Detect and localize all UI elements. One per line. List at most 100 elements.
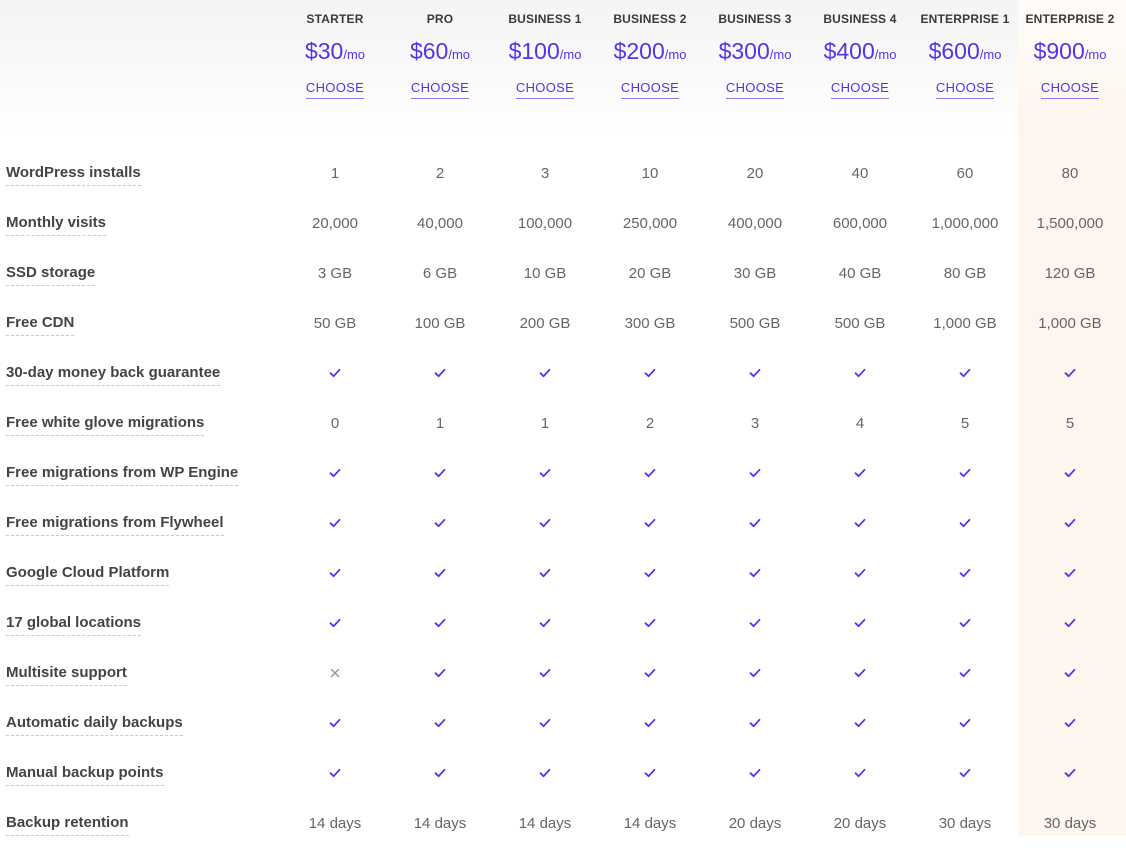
feature-value: 100,000 bbox=[517, 215, 573, 232]
choose-enterprise-1-button[interactable]: CHOOSE bbox=[913, 80, 1018, 99]
check-icon bbox=[388, 716, 493, 736]
choose-button-label[interactable]: CHOOSE bbox=[410, 80, 470, 99]
check-icon bbox=[283, 716, 388, 736]
check-icon bbox=[703, 766, 808, 786]
choose-button-label[interactable]: CHOOSE bbox=[725, 80, 785, 99]
plan-price: $200/mo bbox=[598, 38, 703, 65]
check-icon bbox=[913, 516, 1018, 536]
feature-value: 1 bbox=[330, 165, 340, 182]
feature-label[interactable]: WordPress installs bbox=[6, 164, 141, 186]
choose-button-label[interactable]: CHOOSE bbox=[830, 80, 890, 99]
price-unit: /mo bbox=[874, 47, 897, 62]
feature-label[interactable]: Backup retention bbox=[6, 814, 129, 836]
feature-row-free-white-glove-migrations: Free white glove migrations 0 1 1 2 3 4 5 5 bbox=[0, 407, 1126, 457]
price-unit: /mo bbox=[979, 47, 1002, 62]
feature-value: 1 bbox=[540, 415, 550, 432]
check-icon bbox=[703, 666, 808, 686]
feature-row-free-migrations-from-wp-engine: Free migrations from WP Engine bbox=[0, 457, 1126, 507]
feature-value: 3 GB bbox=[317, 265, 353, 282]
check-icon bbox=[493, 516, 598, 536]
feature-label[interactable]: 30-day money back guarantee bbox=[6, 364, 221, 386]
feature-value: 500 GB bbox=[834, 315, 886, 332]
check-icon bbox=[1018, 366, 1123, 386]
check-icon bbox=[598, 766, 703, 786]
check-icon bbox=[913, 716, 1018, 736]
feature-value: 3 bbox=[540, 165, 550, 182]
feature-label[interactable]: Free CDN bbox=[6, 314, 75, 336]
feature-value: 5 bbox=[960, 415, 970, 432]
feature-label[interactable]: Google Cloud Platform bbox=[6, 564, 170, 586]
choose-button-label[interactable]: CHOOSE bbox=[1040, 80, 1100, 99]
feature-value: 250,000 bbox=[622, 215, 678, 232]
header-background bbox=[0, 0, 1126, 140]
check-icon bbox=[388, 516, 493, 536]
check-icon bbox=[1018, 616, 1123, 636]
feature-value: 2 bbox=[645, 415, 655, 432]
plan-name: ENTERPRISE 2 bbox=[1025, 12, 1115, 26]
feature-label[interactable]: Free migrations from WP Engine bbox=[6, 464, 239, 486]
feature-label[interactable]: Manual backup points bbox=[6, 764, 164, 786]
check-icon bbox=[703, 716, 808, 736]
choose-button-label[interactable]: CHOOSE bbox=[305, 80, 365, 99]
price-amount: $400 bbox=[823, 38, 875, 64]
price-amount: $900 bbox=[1033, 38, 1085, 64]
feature-value: 100 GB bbox=[414, 315, 466, 332]
check-icon bbox=[808, 616, 913, 636]
highlighted-plan-column bbox=[1018, 0, 1126, 836]
choose-business-2-button[interactable]: CHOOSE bbox=[598, 80, 703, 99]
feature-value: 600,000 bbox=[832, 215, 888, 232]
choose-starter-button[interactable]: CHOOSE bbox=[283, 80, 388, 99]
feature-label[interactable]: 17 global locations bbox=[6, 614, 142, 636]
price-unit: /mo bbox=[769, 47, 792, 62]
choose-pro-button[interactable]: CHOOSE bbox=[388, 80, 493, 99]
choose-button-label[interactable]: CHOOSE bbox=[935, 80, 995, 99]
check-icon bbox=[703, 566, 808, 586]
plan-name: BUSINESS 2 bbox=[613, 12, 687, 26]
check-icon bbox=[598, 366, 703, 386]
feature-row-manual-backup-points: Manual backup points bbox=[0, 757, 1126, 807]
check-icon bbox=[1018, 766, 1123, 786]
check-icon bbox=[598, 566, 703, 586]
feature-value: 60 bbox=[956, 165, 974, 182]
feature-label[interactable]: Multisite support bbox=[6, 664, 127, 686]
choose-enterprise-2-button[interactable]: CHOOSE bbox=[1018, 80, 1123, 99]
feature-value: 20,000 bbox=[312, 215, 358, 232]
check-icon bbox=[283, 366, 388, 386]
feature-row-backup-retention: Backup retention 14 days 14 days 14 days 14 … bbox=[0, 807, 1126, 857]
check-icon bbox=[283, 566, 388, 586]
feature-label[interactable]: Monthly visits bbox=[6, 214, 107, 236]
check-icon bbox=[1018, 466, 1123, 486]
feature-value: 2 bbox=[435, 165, 445, 182]
price-amount: $200 bbox=[613, 38, 665, 64]
check-icon bbox=[808, 566, 913, 586]
check-icon bbox=[1018, 716, 1123, 736]
feature-value: 1,000 GB bbox=[933, 315, 997, 332]
plan-price: $100/mo bbox=[493, 38, 598, 65]
feature-row-automatic-daily-backups: Automatic daily backups bbox=[0, 707, 1126, 757]
choose-business-3-button[interactable]: CHOOSE bbox=[703, 80, 808, 99]
feature-label[interactable]: SSD storage bbox=[6, 264, 96, 286]
feature-value: 50 GB bbox=[313, 315, 357, 332]
feature-value: 14 days bbox=[518, 815, 572, 832]
feature-label[interactable]: Free white glove migrations bbox=[6, 414, 205, 436]
check-icon bbox=[703, 616, 808, 636]
check-icon bbox=[283, 466, 388, 486]
plan-name: BUSINESS 3 bbox=[718, 12, 792, 26]
check-icon bbox=[808, 666, 913, 686]
choose-button-label[interactable]: CHOOSE bbox=[515, 80, 575, 99]
feature-label[interactable]: Automatic daily backups bbox=[6, 714, 183, 736]
choose-business-1-button[interactable]: CHOOSE bbox=[493, 80, 598, 99]
check-icon bbox=[913, 466, 1018, 486]
price-amount: $60 bbox=[409, 38, 449, 64]
choose-button-label[interactable]: CHOOSE bbox=[620, 80, 680, 99]
choose-business-4-button[interactable]: CHOOSE bbox=[808, 80, 913, 99]
check-icon bbox=[808, 766, 913, 786]
feature-value: 30 days bbox=[938, 815, 992, 832]
check-icon bbox=[598, 466, 703, 486]
check-icon bbox=[388, 666, 493, 686]
feature-row-30-day-money-back-guarantee: 30-day money back guarantee bbox=[0, 357, 1126, 407]
plan-price: $300/mo bbox=[703, 38, 808, 65]
price-unit: /mo bbox=[664, 47, 687, 62]
feature-label[interactable]: Free migrations from Flywheel bbox=[6, 514, 224, 536]
price-amount: $30 bbox=[304, 38, 344, 64]
